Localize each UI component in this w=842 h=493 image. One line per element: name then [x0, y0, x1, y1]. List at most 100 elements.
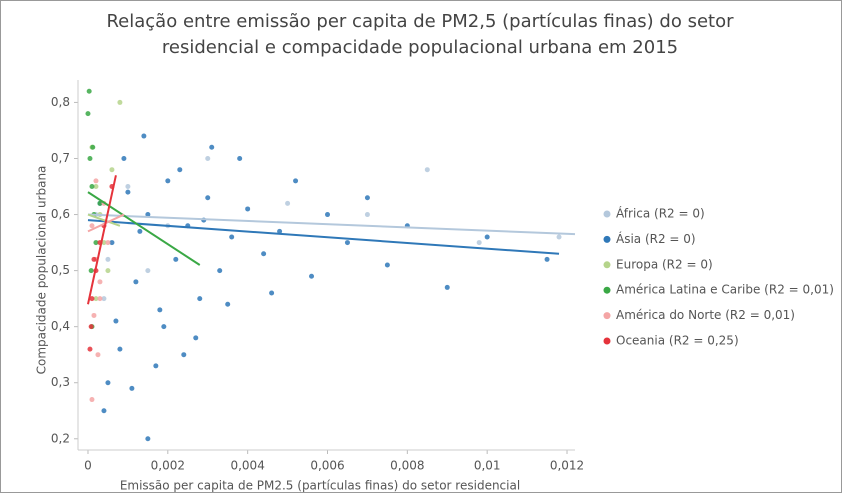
point — [229, 234, 235, 240]
point — [105, 256, 111, 262]
trend-line — [87, 213, 121, 227]
point — [309, 273, 315, 279]
point — [476, 240, 482, 246]
point — [93, 184, 99, 190]
y-tick-label: 0,2 — [51, 431, 70, 445]
point — [117, 346, 123, 352]
point — [165, 178, 171, 184]
point — [364, 195, 370, 201]
point — [86, 88, 92, 94]
point — [181, 352, 187, 358]
point — [424, 167, 430, 173]
point — [145, 212, 151, 218]
legend-marker — [603, 286, 611, 294]
x-tick-label: 0,01 — [474, 459, 501, 473]
trend-line — [87, 191, 201, 266]
point — [87, 155, 93, 161]
point — [89, 296, 95, 302]
point — [97, 200, 103, 206]
legend-label: Europa (R2 = 0) — [616, 257, 713, 271]
y-tick-label: 0,4 — [51, 319, 70, 333]
point — [89, 397, 95, 403]
point — [205, 195, 211, 201]
point — [87, 346, 93, 352]
point — [97, 279, 103, 285]
legend-label: América Latina e Caribe (R2 = 0,01) — [616, 283, 834, 297]
point — [109, 240, 115, 246]
point — [91, 312, 97, 318]
point — [129, 385, 135, 391]
point — [217, 268, 223, 274]
legend-label: América do Norte (R2 = 0,01) — [616, 308, 795, 322]
point — [101, 296, 107, 302]
point — [88, 268, 94, 274]
x-tick-label: 0 — [84, 459, 92, 473]
legend-marker — [603, 337, 611, 345]
point — [484, 234, 490, 240]
point — [117, 99, 123, 105]
x-axis-label: Emissão per capita de PM2.5 (partículas … — [120, 479, 520, 493]
point — [225, 301, 231, 307]
point — [556, 234, 562, 240]
legend-marker — [603, 312, 611, 320]
point — [344, 240, 350, 246]
point — [88, 324, 94, 330]
point — [93, 296, 99, 302]
point — [93, 178, 99, 184]
y-tick-label: 0,7 — [51, 151, 70, 165]
point — [193, 335, 199, 341]
legend-label: Ásia (R2 = 0) — [616, 231, 696, 246]
y-tick-label: 0,5 — [51, 263, 70, 277]
point — [125, 184, 131, 190]
legend-marker — [603, 235, 611, 243]
point — [245, 206, 251, 212]
point — [105, 268, 111, 274]
y-axis-label: Compacidade populacional urbana — [35, 166, 49, 375]
point — [209, 144, 215, 150]
point — [161, 324, 167, 330]
point — [364, 212, 370, 218]
chart-title: residencial e compacidade populacional u… — [162, 37, 678, 58]
legend-label: África (R2 = 0) — [616, 206, 705, 221]
point — [197, 296, 203, 302]
point — [157, 307, 163, 313]
y-tick-label: 0,3 — [51, 375, 70, 389]
legend-marker — [603, 210, 611, 218]
point — [324, 212, 330, 218]
point — [141, 133, 147, 139]
point — [544, 256, 550, 262]
point — [105, 240, 111, 246]
legend-label: Oceania (R2 = 0,25) — [616, 334, 739, 348]
point — [109, 167, 115, 173]
trend-line — [87, 175, 117, 305]
point — [177, 167, 183, 173]
point — [261, 251, 267, 257]
point — [89, 223, 95, 229]
point — [205, 155, 211, 161]
point — [90, 144, 96, 150]
trend-line — [87, 219, 560, 255]
point — [237, 155, 243, 161]
chart-title: Relação entre emissão per capita de PM2,… — [106, 11, 734, 32]
x-tick-label: 0,008 — [390, 459, 424, 473]
y-tick-label: 0,8 — [51, 95, 70, 109]
point — [121, 155, 127, 161]
point — [101, 240, 107, 246]
point — [113, 318, 119, 324]
point — [145, 436, 151, 442]
point — [97, 296, 103, 302]
point — [285, 200, 291, 206]
point — [95, 352, 101, 358]
x-tick-label: 0,006 — [310, 459, 344, 473]
point — [384, 262, 390, 268]
point — [173, 256, 179, 262]
point — [85, 111, 91, 117]
point — [145, 268, 151, 274]
point — [153, 363, 159, 369]
point — [137, 228, 143, 234]
point — [293, 178, 299, 184]
point — [277, 228, 283, 234]
point — [133, 279, 139, 285]
